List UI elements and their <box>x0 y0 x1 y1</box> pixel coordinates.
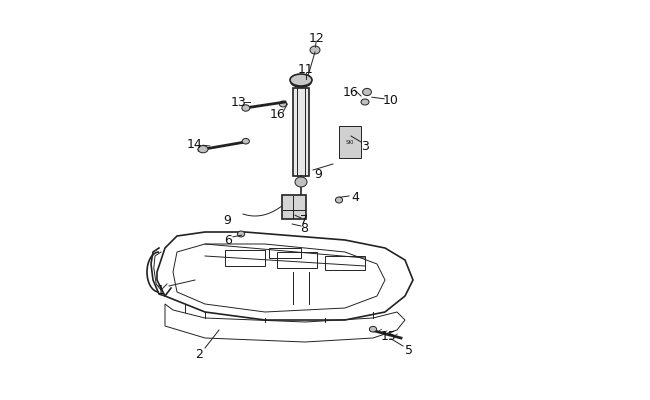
Text: 9: 9 <box>314 168 322 181</box>
Text: 9: 9 <box>223 214 231 227</box>
Text: 3: 3 <box>361 140 369 152</box>
Bar <box>269 248 301 258</box>
Ellipse shape <box>280 101 287 107</box>
Text: 8: 8 <box>300 222 308 235</box>
Text: 10: 10 <box>383 94 399 107</box>
Bar <box>225 250 265 266</box>
Text: 7: 7 <box>300 214 308 227</box>
Ellipse shape <box>335 197 343 203</box>
Ellipse shape <box>369 326 376 332</box>
Ellipse shape <box>361 99 369 105</box>
Ellipse shape <box>290 74 312 86</box>
Ellipse shape <box>295 177 307 187</box>
Text: 16: 16 <box>270 108 286 121</box>
Bar <box>277 252 317 268</box>
Polygon shape <box>293 88 309 176</box>
FancyBboxPatch shape <box>282 195 306 219</box>
Text: 13: 13 <box>230 96 246 108</box>
Ellipse shape <box>310 46 320 54</box>
Text: 4: 4 <box>351 191 359 204</box>
Text: 2: 2 <box>195 348 203 360</box>
Text: 5: 5 <box>405 344 413 356</box>
Ellipse shape <box>363 88 371 96</box>
Ellipse shape <box>291 77 311 87</box>
Text: SKI: SKI <box>346 140 354 144</box>
Ellipse shape <box>237 231 244 237</box>
Text: 12: 12 <box>308 32 324 44</box>
Ellipse shape <box>242 105 250 111</box>
Text: 15: 15 <box>380 330 396 343</box>
Ellipse shape <box>198 146 208 153</box>
Ellipse shape <box>242 138 250 144</box>
Text: 1: 1 <box>157 284 165 296</box>
FancyBboxPatch shape <box>339 126 361 158</box>
Bar <box>325 256 365 270</box>
Text: 14: 14 <box>187 138 203 151</box>
Text: 11: 11 <box>298 63 314 76</box>
Text: 16: 16 <box>343 86 358 98</box>
Text: 6: 6 <box>224 234 232 246</box>
